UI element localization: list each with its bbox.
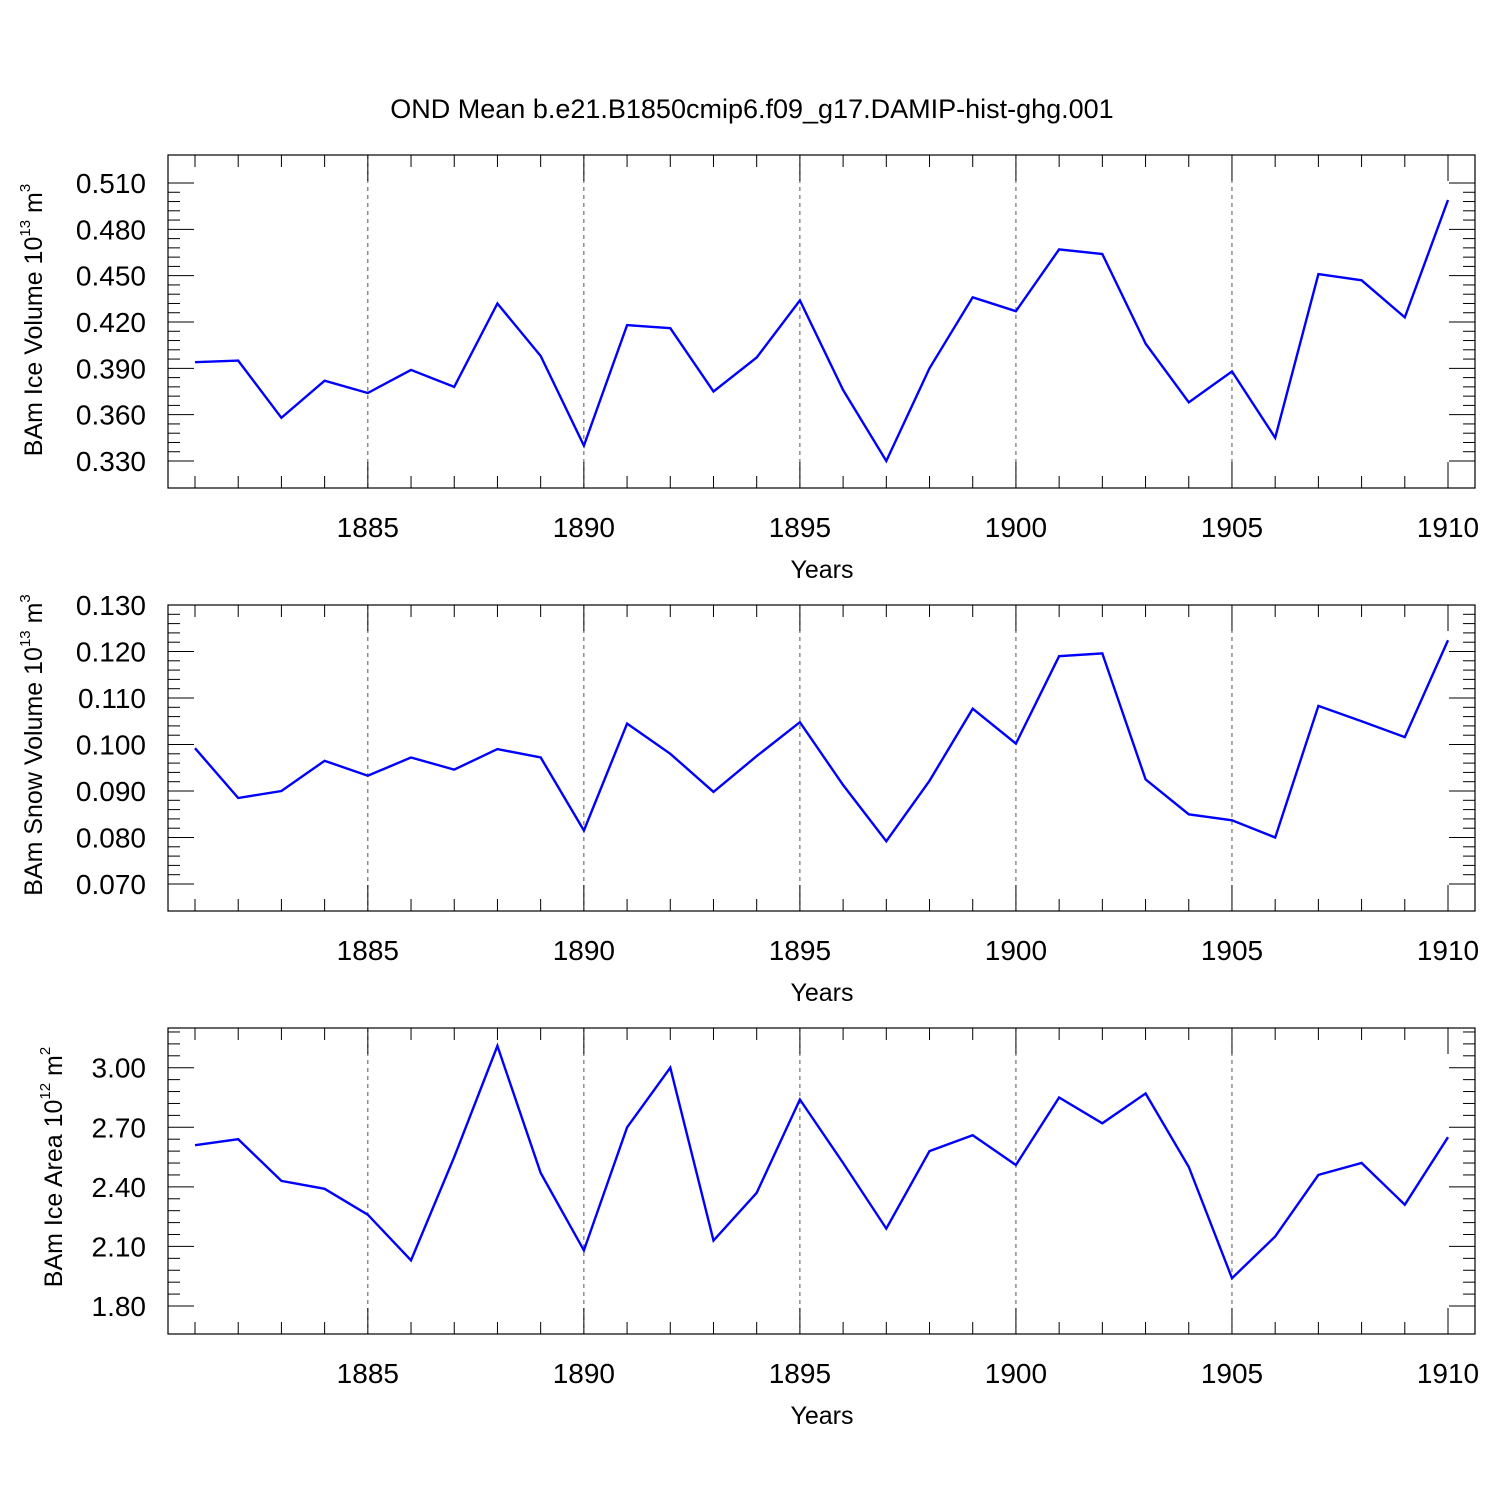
y-tick-label: 0.450	[76, 261, 146, 292]
x-tick-label: 1890	[553, 512, 615, 543]
y-tick-label: 2.70	[92, 1112, 147, 1143]
x-tick-label: 1885	[337, 1358, 399, 1389]
x-tick-label: 1910	[1417, 512, 1479, 543]
x-tick-label: 1895	[769, 1358, 831, 1389]
y-axis-title: BAm Ice Area 1012 m2	[37, 1047, 68, 1287]
plot-frame	[167, 1027, 1476, 1335]
y-tick-label: 0.100	[76, 730, 146, 761]
y-tick-label: 3.00	[92, 1053, 147, 1084]
x-tick-label: 1910	[1417, 1358, 1479, 1389]
panel-1: 0.330 0.360 0.390 0.420 0.450 0.480 0.510 1885 1…	[17, 154, 1479, 584]
y-tick-label: 0.390	[76, 353, 146, 384]
series-line-1	[194, 1042, 1450, 1281]
x-axis-title: Years	[790, 979, 853, 1007]
plot-frame	[167, 604, 1476, 912]
y-tick-label: 0.360	[76, 400, 146, 431]
y-tick-label: 0.480	[76, 214, 146, 245]
x-tick-label: 1900	[985, 1358, 1047, 1389]
x-tick-label: 1890	[553, 935, 615, 966]
series-line-1	[194, 199, 1450, 464]
chart-title: OND Mean b.e21.B1850cmip6.f09_g17.DAMIP-…	[390, 94, 1113, 124]
y-axis-title: BAm Snow Volume 1013 m3	[17, 594, 48, 896]
x-tick-label: 1910	[1417, 935, 1479, 966]
x-tick-label: 1895	[769, 935, 831, 966]
x-tick-label: 1885	[337, 512, 399, 543]
y-tick-label: 0.130	[76, 590, 146, 621]
x-tick-label: 1905	[1201, 935, 1263, 966]
y-tick-label: 2.40	[92, 1172, 147, 1203]
y-tick-label: 0.120	[76, 637, 146, 668]
panel-3: 1.80 2.10 2.40 2.70 3.00 1885 1890 1895 1900 1905…	[37, 1027, 1479, 1430]
y-tick-label: 0.510	[76, 168, 146, 199]
x-axis-title: Years	[790, 1402, 853, 1430]
series-line-1	[194, 639, 1450, 844]
y-tick-label: 0.070	[76, 869, 146, 900]
x-tick-label: 1905	[1201, 512, 1263, 543]
y-axis-title: BAm Ice Volume 1013 m3	[17, 184, 48, 456]
x-tick-label: 1905	[1201, 1358, 1263, 1389]
panel-2: 0.070 0.080 0.090 0.100 0.110 0.120 0.130 1885 1…	[17, 590, 1479, 1007]
y-tick-label: 0.080	[76, 823, 146, 854]
x-tick-label: 1890	[553, 1358, 615, 1389]
x-tick-label: 1885	[337, 935, 399, 966]
x-tick-label: 1895	[769, 512, 831, 543]
y-tick-label: 0.110	[78, 683, 146, 714]
y-tick-label: 0.420	[76, 307, 146, 338]
y-tick-label: 1.80	[92, 1291, 147, 1322]
x-tick-label: 1900	[985, 512, 1047, 543]
x-axis-title: Years	[790, 556, 853, 584]
y-tick-label: 0.090	[76, 776, 146, 807]
x-tick-label: 1900	[985, 935, 1047, 966]
y-tick-label: 0.330	[76, 446, 146, 477]
plot-frame	[167, 154, 1476, 489]
y-tick-label: 2.10	[92, 1231, 147, 1262]
